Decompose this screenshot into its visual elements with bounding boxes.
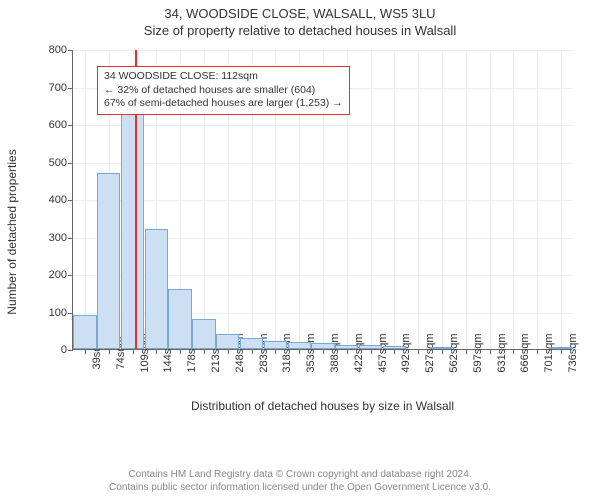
histogram-bar xyxy=(549,347,572,349)
annotation-line-2: ← 32% of detached houses are smaller (60… xyxy=(104,84,343,98)
x-tick-label: 631sqm xyxy=(490,333,508,372)
x-tick-label: 492sqm xyxy=(394,333,412,372)
histogram-bar xyxy=(335,345,358,350)
y-axis-label: Number of detached properties xyxy=(5,149,19,314)
gridline-v xyxy=(418,50,419,349)
x-tick-label: 353sqm xyxy=(299,333,317,372)
x-axis-label: Distribution of detached houses by size … xyxy=(191,399,454,413)
y-tick-label: 600 xyxy=(49,119,73,131)
plot-area: Distribution of detached houses by size … xyxy=(72,50,572,350)
gridline-v xyxy=(537,50,538,349)
histogram-bar xyxy=(264,341,287,349)
histogram-bar xyxy=(288,342,311,349)
chart-container: Number of detached properties Distributi… xyxy=(30,42,590,422)
histogram-bar xyxy=(240,338,263,349)
histogram-bar xyxy=(359,345,382,349)
x-tick-label: 701sqm xyxy=(537,333,555,372)
x-tick-label: 666sqm xyxy=(513,333,531,372)
histogram-bar xyxy=(145,229,168,349)
y-tick-label: 800 xyxy=(49,44,73,56)
histogram-bar xyxy=(168,289,191,349)
annotation-box: 34 WOODSIDE CLOSE: 112sqm← 32% of detach… xyxy=(97,66,350,115)
x-tick-label: 562sqm xyxy=(442,333,460,372)
gridline-v xyxy=(394,50,395,349)
gridline-v xyxy=(371,50,372,349)
histogram-bar xyxy=(216,334,239,349)
page-title-address: 34, WOODSIDE CLOSE, WALSALL, WS5 3LU xyxy=(0,0,600,21)
histogram-bar xyxy=(121,105,144,349)
y-tick-label: 0 xyxy=(61,344,73,356)
histogram-bar xyxy=(311,343,334,349)
histogram-bar xyxy=(430,347,453,349)
y-tick-label: 300 xyxy=(49,232,73,244)
histogram-bar xyxy=(192,319,215,349)
x-tick-label: 527sqm xyxy=(418,333,436,372)
histogram-bar xyxy=(383,346,406,349)
gridline-v xyxy=(490,50,491,349)
gridline-v xyxy=(513,50,514,349)
gridline-v xyxy=(85,50,86,349)
attribution-line-1: Contains HM Land Registry data © Crown c… xyxy=(109,468,491,481)
attribution-line-2: Contains public sector information licen… xyxy=(109,481,491,494)
x-tick-label: 318sqm xyxy=(275,333,293,372)
y-tick-label: 400 xyxy=(49,194,73,206)
y-tick-label: 700 xyxy=(49,82,73,94)
attribution-text: Contains HM Land Registry data © Crown c… xyxy=(109,468,491,494)
annotation-line-3: 67% of semi-detached houses are larger (… xyxy=(104,97,343,111)
y-tick-label: 200 xyxy=(49,269,73,281)
gridline-v xyxy=(466,50,467,349)
histogram-bar xyxy=(73,315,96,349)
annotation-line-1: 34 WOODSIDE CLOSE: 112sqm xyxy=(104,70,343,84)
histogram-bar xyxy=(97,173,120,349)
x-tick-label: 597sqm xyxy=(466,333,484,372)
y-tick-label: 500 xyxy=(49,157,73,169)
x-tick-label: 457sqm xyxy=(371,333,389,372)
x-tick-label: 388sqm xyxy=(323,333,341,372)
gridline-v xyxy=(561,50,562,349)
x-tick-label: 422sqm xyxy=(347,333,365,372)
page-title-sub: Size of property relative to detached ho… xyxy=(0,21,600,42)
y-tick-label: 100 xyxy=(49,307,73,319)
x-tick-label: 736sqm xyxy=(561,333,579,372)
gridline-v xyxy=(442,50,443,349)
